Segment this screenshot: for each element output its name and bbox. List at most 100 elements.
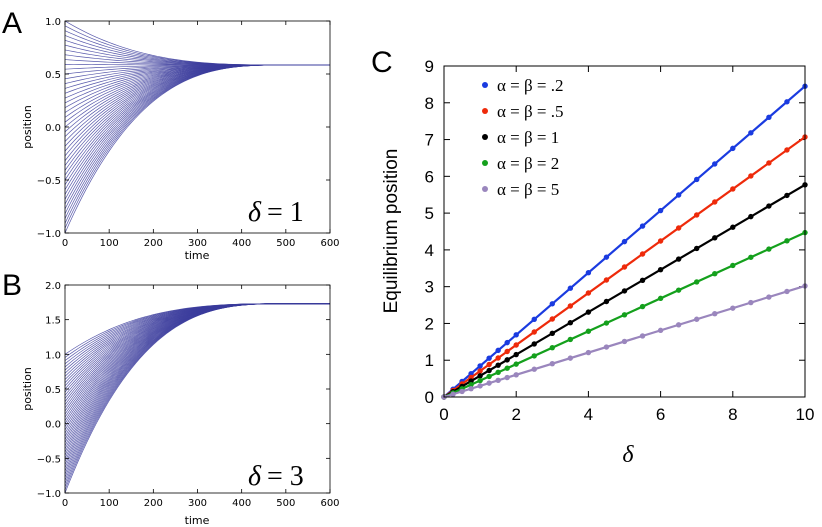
data-point — [531, 341, 537, 347]
trajectory-line — [64, 64, 330, 195]
panel-letter-c: C — [371, 46, 393, 79]
trajectory-line — [64, 20, 330, 66]
data-point — [657, 238, 664, 244]
x-tick-label: 200 — [144, 498, 163, 509]
data-point — [486, 367, 492, 374]
data-point — [639, 251, 646, 257]
legend-marker — [482, 160, 488, 166]
data-point — [468, 381, 474, 388]
data-point — [675, 322, 682, 328]
chart-b-xlabel: time — [185, 514, 210, 527]
chart-a-annotation: δ = 1 — [248, 197, 304, 228]
chart-a-annotation-value: = 1 — [267, 197, 304, 228]
legend-marker — [482, 82, 488, 88]
data-point — [657, 327, 664, 334]
trajectory-line — [64, 30, 330, 66]
y-tick-label: 3 — [425, 278, 434, 297]
x-tick-label: 0 — [62, 498, 68, 509]
data-point — [766, 114, 772, 121]
data-point — [712, 310, 718, 317]
data-point — [477, 373, 483, 379]
data-point — [567, 303, 574, 309]
data-point — [504, 357, 510, 363]
data-point — [567, 320, 574, 326]
data-point — [531, 316, 537, 323]
data-point — [784, 147, 790, 153]
data-point — [712, 199, 718, 205]
data-point — [549, 344, 555, 351]
trajectory-line — [64, 39, 330, 66]
data-point — [549, 316, 555, 322]
data-point — [712, 235, 718, 241]
x-tick-label: 500 — [276, 498, 295, 509]
data-point — [639, 333, 646, 339]
data-point — [549, 301, 555, 307]
data-point — [495, 362, 501, 368]
data-point — [784, 192, 790, 199]
y-tick-label: 0.0 — [45, 420, 61, 431]
x-tick-label: 100 — [100, 498, 119, 509]
chart-b-annotation-value: = 3 — [267, 461, 304, 492]
y-tick-label: 0.0 — [45, 123, 61, 134]
data-point — [531, 329, 537, 335]
data-point — [621, 238, 628, 245]
y-tick-label: −0.5 — [37, 454, 61, 465]
trajectory-line — [64, 303, 330, 355]
x-tick-label: 400 — [232, 498, 251, 509]
data-point — [459, 388, 465, 395]
data-point — [694, 245, 700, 252]
chart-b-frame — [64, 284, 331, 494]
data-point — [603, 254, 610, 260]
chart-b-ylabel: position — [21, 367, 34, 411]
data-point — [549, 330, 555, 337]
trajectory-line — [64, 303, 330, 456]
data-point — [748, 130, 754, 136]
data-point — [694, 176, 700, 183]
data-point — [730, 145, 736, 152]
legend-marker — [482, 108, 488, 114]
data-point — [468, 385, 474, 392]
x-tick-label: 300 — [188, 238, 207, 249]
series-3 — [441, 182, 808, 400]
trajectory-line — [64, 303, 330, 453]
data-point — [477, 383, 483, 389]
legend-label: α = β = .5 — [497, 102, 563, 121]
data-point — [585, 309, 592, 315]
data-point — [694, 212, 700, 218]
trajectory-line — [64, 64, 330, 157]
series-4 — [441, 229, 808, 400]
chart-c-ylabel: Equilibrium position — [381, 149, 402, 314]
legend-entry-1: α = β = .2 — [482, 76, 563, 95]
data-point — [675, 287, 682, 293]
data-point — [585, 269, 592, 276]
data-point — [486, 373, 492, 380]
data-point — [675, 256, 682, 262]
x-tick-label: 0 — [62, 238, 68, 249]
data-point — [748, 173, 754, 179]
y-tick-label: 1 — [425, 351, 434, 370]
data-point — [766, 294, 772, 300]
x-tick-label: 4 — [584, 405, 593, 424]
data-point — [766, 246, 772, 252]
trajectory-line — [64, 64, 330, 210]
chart-c-legend: α = β = .2 α = β = .5 α = β = 1 α = β = 2 α … — [482, 76, 563, 199]
panel-letter-b: B — [2, 269, 22, 302]
data-point — [657, 295, 664, 302]
data-point — [477, 363, 483, 369]
data-point — [468, 370, 474, 377]
y-tick-label: 0 — [425, 388, 434, 407]
data-point — [639, 223, 646, 229]
data-point — [766, 160, 772, 166]
legend-entry-3: α = β = 1 — [482, 128, 559, 147]
chart-b-annotation: δ = 3 — [248, 461, 304, 492]
data-point — [504, 348, 510, 355]
data-point — [549, 360, 555, 367]
data-point — [621, 338, 628, 345]
chart-b-trajectories — [64, 303, 330, 494]
data-point — [567, 355, 574, 361]
trajectory-line — [64, 64, 330, 190]
legend-label: α = β = 5 — [497, 180, 559, 199]
data-point — [784, 99, 790, 105]
chart-b: 0 100 200 300 400 500 600 −1.0 −0.5 0.0 0.5 1.0 1.5 2… — [21, 281, 340, 527]
